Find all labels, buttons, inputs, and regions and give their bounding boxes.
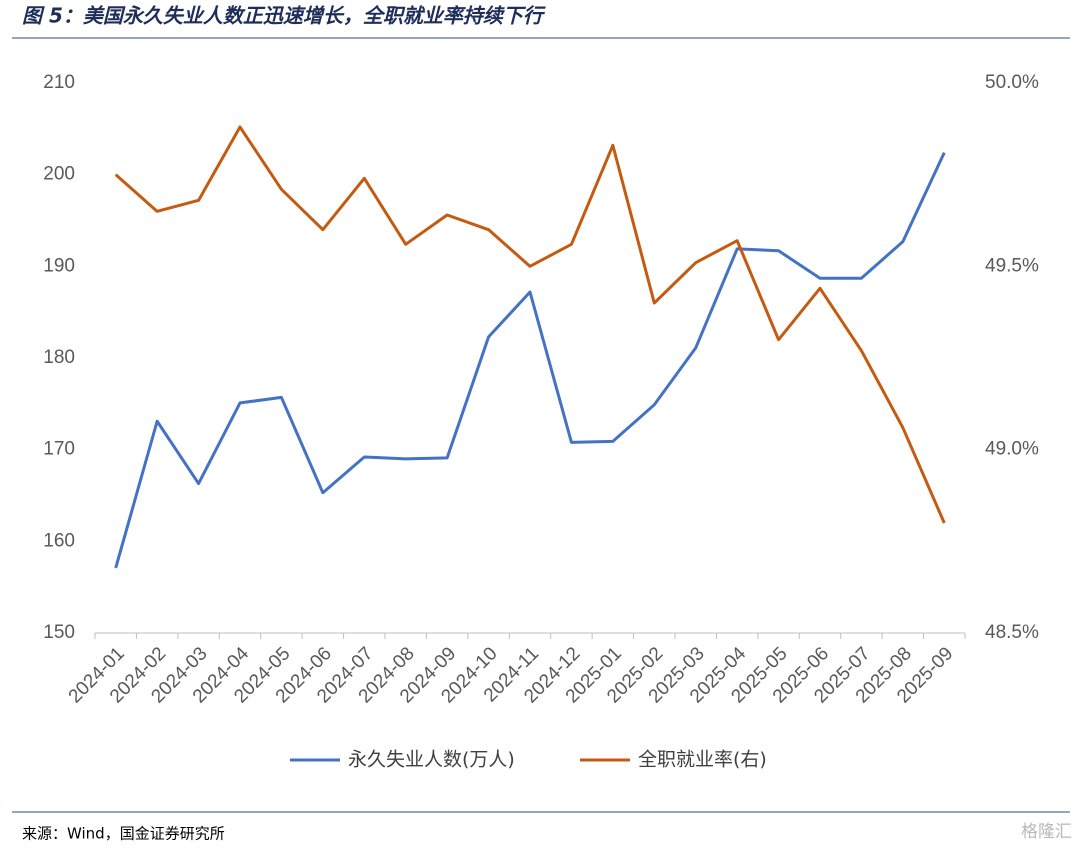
legend-label: 永久失业人数(万人) [348,749,515,771]
chart-title: 图 5：美国永久失业人数正迅速增长，全职就业率持续下行 [22,4,546,28]
source: 来源：Wind，国金证券研究所 [22,825,225,843]
series-line [114,152,946,569]
y2-tick-label: 48.5% [985,622,1039,643]
series-line [114,125,946,524]
y-tick-label: 210 [43,72,75,93]
watermark: 格隆汇 [1021,822,1072,842]
y-tick-label: 150 [43,622,75,643]
y-tick-label: 160 [43,530,75,551]
y2-tick-label: 49.0% [985,439,1039,460]
y2-tick-label: 50.0% [985,72,1039,93]
y-tick-label: 200 [43,164,75,185]
y-tick-label: 180 [43,347,75,368]
y2-tick-label: 49.5% [985,255,1039,276]
y-tick-label: 170 [43,439,75,460]
legend-label: 全职就业率(右) [638,749,767,771]
y-tick-label: 190 [43,255,75,276]
